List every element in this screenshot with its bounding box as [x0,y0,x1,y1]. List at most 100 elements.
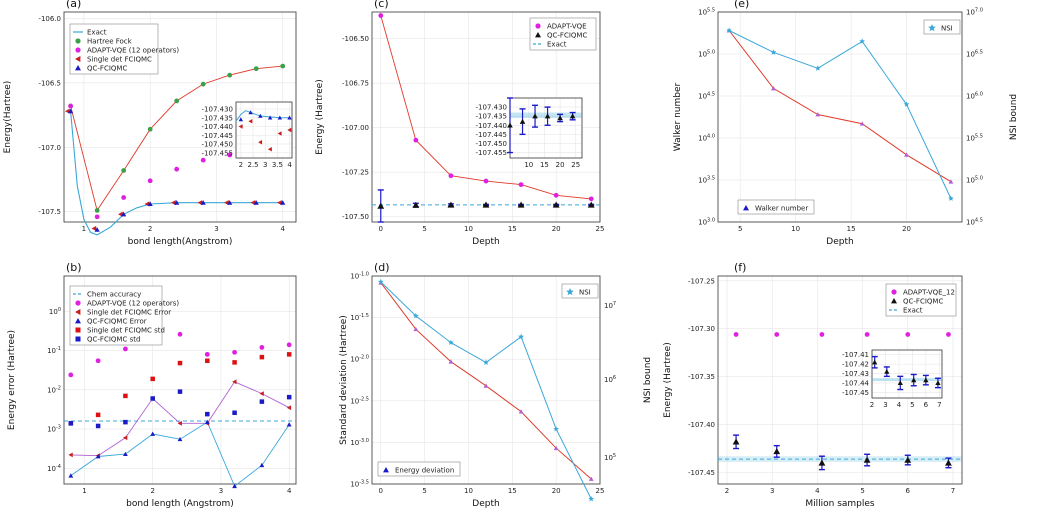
y-tick-label: -107.430 [476,104,507,112]
y-tick-label: -107.45 [842,389,869,397]
x-tick-label: 3 [883,401,887,409]
x-tick-label: 15 [508,487,517,495]
legend-label: Single det FCIQMC [87,56,152,64]
legend-label: Exact [903,307,923,315]
y2-tick-label: 107 [604,301,616,310]
x-tick-label: 3.5 [272,161,283,169]
qc-point [253,200,259,205]
legend-label: NSI [941,25,953,33]
panel-label: (e) [734,0,749,10]
x-tick-label: 25 [596,487,605,495]
inset-qc-point [277,115,283,120]
y-tick-label: 105.5 [698,8,715,17]
legend-swatch [891,289,897,295]
adapt-point [123,346,128,352]
walker-point [815,112,821,117]
x-tick-label: 5 [738,225,742,233]
y-tick-label: -107.25 [342,169,369,177]
adapt-point [774,332,780,337]
y2-tick-label: 106 [604,375,616,384]
y-tick-label: -107.40 [688,421,715,429]
x-axis-label: Depth [472,237,499,247]
x-tick-label: 2.5 [247,161,258,169]
y-tick-label: 100 [49,307,61,316]
panel-label: (d) [374,261,390,274]
y-tick-label: -107.30 [688,325,715,333]
qc-std-point [232,410,237,416]
adapt-point [864,332,870,337]
qc-std-point [286,394,292,400]
legend-label: QC-FCIQMC [87,65,127,73]
nsi-point [859,38,865,44]
x-tick-label: 15 [540,161,549,169]
qc-point [552,201,560,208]
legend-label: Single det FCIQMC Error [87,309,171,317]
x-tick-label: 5 [910,401,914,409]
axes-frame [63,275,297,485]
inset-singledet-point [277,131,282,136]
adapt-point [819,332,825,337]
adapt-point [227,152,233,158]
legend-label: QC-FCIQMC std [87,336,140,344]
singledet-std-point [123,393,128,399]
y-tick-label: -107.44 [842,379,870,387]
nsi-point [377,278,384,285]
y2-tick-label: 104.5 [966,218,983,227]
inset-qc-point [258,113,263,118]
nsi-point [815,65,821,71]
inset-singledet-point [258,140,263,145]
qc-point [68,108,74,114]
adapt-point [232,349,237,355]
adapt-point [553,192,559,198]
hf-point [280,63,286,69]
y-tick-label: -107.440 [202,123,233,131]
y2-tick-label: 105.5 [966,134,983,143]
singledet-err-point [123,435,128,441]
hf-point [174,98,180,104]
singledet-std-point [177,360,183,366]
adapt-point [413,137,419,143]
axes-frame [371,275,601,485]
axes-frame [717,275,963,485]
nsi-point [448,339,454,345]
y-tick-label: -107.455 [476,149,507,157]
legend-label: ADAPT-VQE (12 operators) [87,300,179,308]
x-tick-label: 20 [556,161,565,169]
axes-frame [871,349,943,399]
adapt-point [946,332,951,337]
qc-point [818,459,826,466]
y-tick-label: -107.45 [688,469,715,477]
hf-point [147,126,153,132]
legend-label: Chem accuracy [87,291,141,299]
x-tick-label: 3 [770,487,774,495]
y2-tick-label: 105.0 [966,176,983,185]
adapt-point [95,358,101,364]
legend-swatch [75,56,81,62]
nsi-point [413,312,419,319]
qc-std-point [150,396,155,401]
inset-qc-point [872,359,878,365]
legend-box [69,285,163,346]
legend-box [561,283,599,299]
legend-swatch [75,318,81,324]
y-axis-label: Standard deviation (Hartree) [339,315,349,445]
axes-frame [717,11,963,223]
y-tick-label: 104.5 [698,92,715,101]
inset-qc-point [884,369,890,374]
x-tick-label: 10 [791,225,800,233]
axes-frame [235,101,293,159]
inset-exact-band [872,378,942,382]
qc-point [447,201,455,208]
qc-point [945,459,952,466]
legend-label: ADAPT-VQE (12 operators) [87,47,179,55]
panel-label: (b) [66,261,82,274]
adapt-point [174,166,180,172]
singledet-std-point [150,376,155,382]
x-tick-label: 0 [379,225,383,233]
nsi-line [728,30,952,199]
qc-point [227,200,233,205]
qc-err-point [68,473,74,478]
y-tick-label: -107.25 [688,277,715,285]
nsi-point [553,426,559,432]
